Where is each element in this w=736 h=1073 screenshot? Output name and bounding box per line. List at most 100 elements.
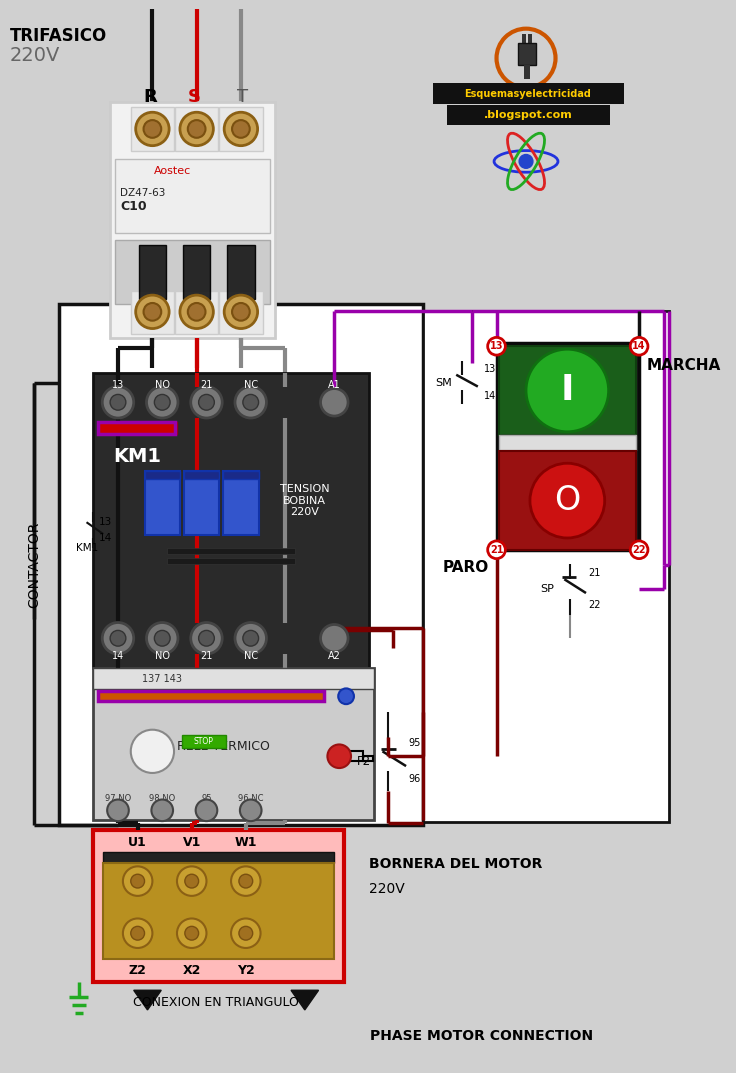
Bar: [93, 667, 374, 689]
Bar: [99, 691, 325, 701]
Text: 21: 21: [489, 545, 503, 555]
Bar: [59, 304, 422, 825]
Text: SP: SP: [541, 584, 554, 594]
Text: A2: A2: [328, 651, 341, 661]
Text: 22: 22: [632, 545, 646, 555]
Circle shape: [144, 120, 161, 137]
Text: O: O: [554, 484, 581, 517]
Circle shape: [231, 866, 261, 896]
Circle shape: [224, 295, 258, 328]
Text: 14: 14: [99, 533, 112, 543]
Circle shape: [155, 631, 170, 646]
Circle shape: [199, 631, 214, 646]
Bar: [219, 291, 263, 335]
Circle shape: [191, 622, 222, 655]
Text: BORNERA DEL MOTOR: BORNERA DEL MOTOR: [369, 857, 542, 871]
Bar: [167, 548, 295, 554]
Text: 220V: 220V: [10, 46, 60, 65]
Text: 14: 14: [484, 392, 496, 401]
Text: Y2: Y2: [237, 965, 255, 978]
Text: PHASE MOTOR CONNECTION: PHASE MOTOR CONNECTION: [370, 1029, 593, 1043]
Text: DZ47-63: DZ47-63: [120, 188, 166, 197]
Circle shape: [239, 874, 252, 888]
Circle shape: [110, 631, 126, 646]
Bar: [138, 245, 166, 299]
Bar: [167, 558, 295, 563]
Circle shape: [488, 337, 506, 355]
Circle shape: [155, 395, 170, 410]
Text: A1: A1: [328, 380, 341, 389]
Bar: [500, 435, 636, 451]
Circle shape: [235, 622, 266, 655]
Bar: [131, 107, 174, 150]
Bar: [497, 343, 639, 549]
Circle shape: [180, 113, 213, 146]
Circle shape: [488, 541, 506, 559]
Bar: [182, 735, 226, 748]
Text: KM1: KM1: [113, 446, 162, 466]
Circle shape: [239, 926, 252, 940]
Bar: [363, 756, 372, 761]
Text: 13: 13: [489, 341, 503, 351]
Circle shape: [224, 113, 258, 146]
Text: TENSION
BOBINA
220V: TENSION BOBINA 220V: [280, 484, 330, 517]
Circle shape: [188, 120, 205, 137]
Bar: [93, 831, 344, 983]
Circle shape: [107, 799, 129, 821]
Circle shape: [526, 349, 609, 431]
Bar: [93, 667, 374, 820]
Polygon shape: [134, 990, 161, 1010]
Text: F2: F2: [356, 754, 371, 767]
Bar: [522, 33, 526, 43]
Circle shape: [530, 464, 605, 538]
Bar: [433, 83, 624, 104]
Circle shape: [243, 631, 258, 646]
Circle shape: [123, 866, 152, 896]
Circle shape: [135, 113, 169, 146]
Circle shape: [191, 386, 222, 418]
Circle shape: [102, 386, 134, 418]
Text: T: T: [237, 88, 249, 106]
Bar: [175, 291, 219, 335]
Bar: [223, 471, 258, 479]
Circle shape: [235, 386, 266, 418]
Text: KM1: KM1: [76, 543, 98, 553]
Circle shape: [243, 395, 258, 410]
Text: 14: 14: [112, 651, 124, 661]
Polygon shape: [291, 990, 319, 1010]
Text: NO: NO: [155, 380, 170, 389]
Circle shape: [630, 541, 648, 559]
Text: TRIFASICO: TRIFASICO: [10, 27, 107, 45]
Text: MARCHA: MARCHA: [647, 358, 721, 373]
Circle shape: [180, 295, 213, 328]
Text: NC: NC: [244, 380, 258, 389]
Circle shape: [339, 689, 354, 704]
Text: W1: W1: [235, 836, 257, 849]
Circle shape: [185, 874, 199, 888]
Text: SM: SM: [436, 378, 453, 387]
Text: 97 NO: 97 NO: [105, 794, 131, 803]
Circle shape: [188, 303, 205, 321]
Text: 13: 13: [484, 364, 496, 373]
Bar: [524, 65, 530, 78]
Circle shape: [232, 303, 250, 321]
Bar: [528, 33, 532, 43]
Text: 95: 95: [201, 794, 212, 803]
Text: X2: X2: [183, 965, 201, 978]
Text: Aostec: Aostec: [155, 166, 191, 176]
Text: 14: 14: [632, 341, 646, 351]
Bar: [500, 347, 636, 435]
Bar: [115, 160, 270, 233]
Text: S: S: [188, 88, 201, 106]
Text: Z2: Z2: [129, 965, 146, 978]
Text: R: R: [144, 88, 158, 106]
Circle shape: [519, 155, 533, 168]
Text: 96 NC: 96 NC: [238, 794, 263, 803]
Text: RELE TERMICO: RELE TERMICO: [177, 740, 269, 753]
Text: 137 143: 137 143: [142, 674, 183, 684]
Circle shape: [110, 395, 126, 410]
Text: CONEXION EN TRIANGULO: CONEXION EN TRIANGULO: [133, 996, 300, 1009]
Bar: [422, 311, 668, 822]
Bar: [447, 105, 609, 126]
Bar: [99, 422, 177, 433]
